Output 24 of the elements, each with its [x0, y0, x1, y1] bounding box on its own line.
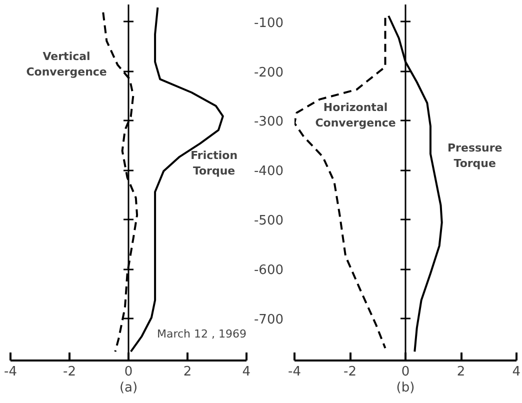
x-tick-label: -2	[63, 364, 76, 380]
x-tick-label: 4	[242, 364, 251, 380]
x-axis-title: (b)	[396, 380, 415, 396]
y-tick-label: -100	[254, 16, 284, 31]
x-tick-label: 0	[401, 364, 410, 380]
x-tick-label: 2	[456, 364, 466, 380]
annotation: Horizontal Convergence	[315, 100, 396, 130]
y-tick-label: -300	[254, 114, 284, 130]
annotation: March 12 , 1969	[156, 328, 247, 341]
x-tick-label: 2	[183, 364, 192, 380]
y-tick-label: -500	[254, 214, 284, 229]
x-tick-label: -2	[344, 364, 356, 380]
x-axis-title: (a)	[119, 380, 138, 396]
x-tick-label: 4	[512, 364, 521, 380]
x-tick-label: -4	[4, 364, 17, 380]
y-tick-label: -600	[254, 263, 284, 278]
y-tick-label: -200	[254, 65, 284, 80]
x-tick-label: -4	[288, 364, 301, 380]
x-tick-label: 0	[124, 364, 133, 380]
y-tick-label: -400	[254, 164, 284, 180]
annotation: Vertical Convergence	[26, 50, 107, 79]
y-tick-label: -700	[254, 312, 284, 328]
annotation: Friction Torque	[190, 148, 238, 178]
annotation: Pressure Torque	[447, 142, 502, 170]
